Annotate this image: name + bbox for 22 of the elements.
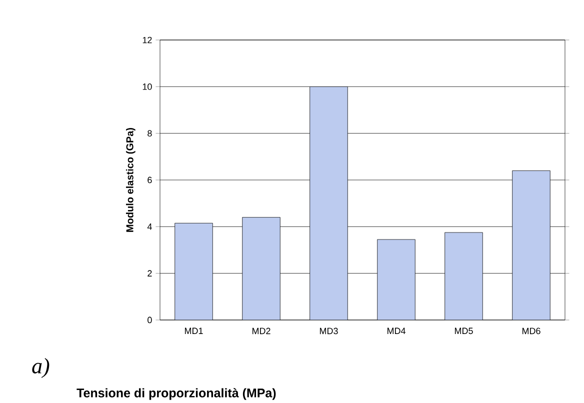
bar	[174, 222, 213, 320]
x-tick-label: MD5	[454, 328, 473, 334]
y-tick-label: 8	[148, 130, 152, 137]
bar	[242, 217, 280, 320]
y-tick-label: 2	[148, 270, 152, 276]
x-tick-label: MD6	[522, 328, 540, 334]
x-tick-label: MD2	[252, 328, 270, 334]
bar	[377, 239, 416, 320]
y-tick-label: 6	[148, 176, 152, 184]
y-axis-title: Modulo elastico (GPa)	[126, 128, 136, 232]
y-tick-label: 4	[147, 224, 152, 230]
y-tick-label: 10	[142, 83, 152, 90]
bar	[512, 170, 550, 320]
bar	[444, 232, 483, 320]
x-tick-label: MD3	[320, 328, 338, 334]
x-tick-label: MD4	[387, 328, 406, 334]
text: Tensione di proporzionalità (MPa)	[76, 388, 276, 400]
bar	[310, 86, 348, 320]
y-tick-label: 0	[148, 316, 152, 324]
y-tick-label: 12	[142, 36, 152, 44]
text: a)	[32, 358, 50, 378]
x-tick-label: MD1	[184, 328, 203, 334]
